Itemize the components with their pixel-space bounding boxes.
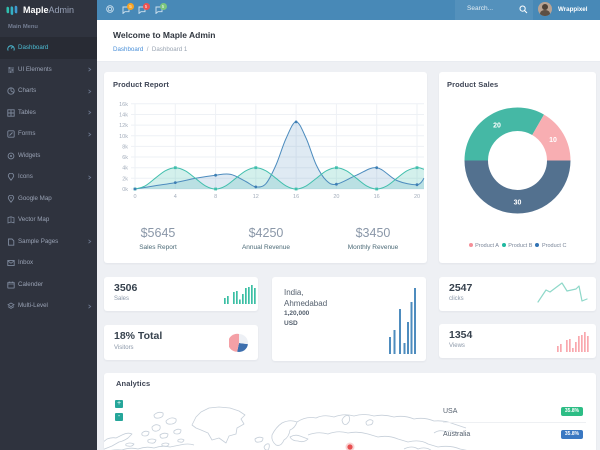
svg-text:4: 4	[174, 194, 177, 200]
svg-text:16k: 16k	[119, 102, 128, 108]
svg-text:0: 0	[133, 194, 136, 200]
svg-text:2k: 2k	[122, 176, 128, 182]
svg-text:4k: 4k	[122, 166, 128, 172]
svg-text:10: 10	[549, 137, 557, 144]
svg-text:8: 8	[214, 194, 217, 200]
svg-text:12: 12	[253, 194, 259, 200]
svg-text:12k: 12k	[119, 123, 128, 129]
svg-text:0k: 0k	[122, 187, 128, 193]
svg-text:16: 16	[374, 194, 380, 200]
svg-text:16: 16	[293, 194, 299, 200]
svg-text:20: 20	[414, 194, 420, 200]
svg-text:30: 30	[514, 200, 522, 207]
svg-text:20: 20	[333, 194, 339, 200]
svg-text:14k: 14k	[119, 113, 128, 119]
svg-text:8k: 8k	[122, 144, 128, 150]
svg-text:10k: 10k	[119, 134, 128, 140]
svg-text:20: 20	[493, 123, 501, 130]
svg-text:6k: 6k	[122, 155, 128, 161]
